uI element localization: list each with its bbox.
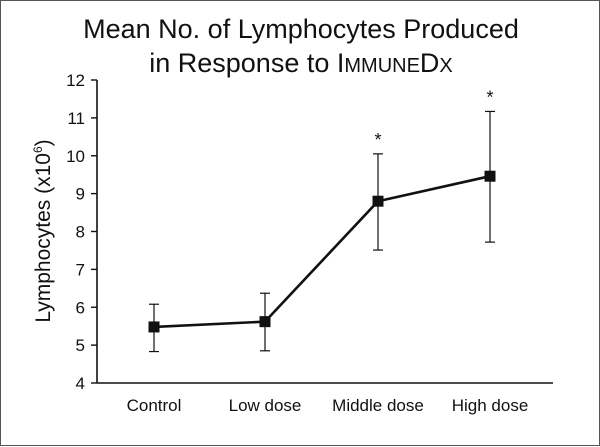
y-tick-label: 8	[76, 223, 85, 242]
data-point-marker	[372, 195, 384, 207]
data-point-marker	[484, 170, 496, 182]
significance-group: **	[374, 87, 493, 149]
y-tick-label: 9	[76, 185, 85, 204]
chart-title-line1: Mean No. of Lymphocytes Produced	[83, 14, 519, 44]
data-point-marker	[148, 321, 160, 333]
y-tick-label: 10	[66, 147, 85, 166]
chart-title-brand-i: I	[337, 48, 345, 78]
chart-title-prefix: in Response to	[149, 48, 337, 78]
chart-title-brand-d: D	[420, 48, 440, 78]
y-axis-label-close: )	[32, 139, 55, 146]
y-tick-label: 7	[76, 260, 85, 279]
y-axis-label-text: Lymphocytes (x10	[32, 153, 55, 323]
y-tick-label: 12	[66, 71, 85, 90]
significance-marker: *	[374, 130, 381, 150]
x-category-label: Control	[127, 396, 182, 415]
chart-title-line2: in Response to IMMUNEDX	[149, 48, 453, 78]
data-point-marker	[259, 316, 271, 328]
series-line	[153, 174, 491, 329]
y-tick-label: 5	[76, 336, 85, 355]
y-axis-label-superscript: 6	[31, 146, 45, 153]
chart-title-brand-x: X	[439, 55, 452, 77]
x-category-label: Middle dose	[332, 396, 424, 415]
y-axis-label: Lymphocytes (x106)	[31, 139, 55, 322]
chart-title-brand-mid: MMUNE	[344, 55, 420, 77]
y-tick-label: 4	[76, 374, 85, 393]
markers-group	[148, 170, 496, 333]
y-tick-label: 11	[67, 109, 85, 128]
y-tick-label: 6	[76, 298, 85, 317]
y-ticks-group: 4 5 6 7 8 9 10 11 12	[66, 71, 97, 393]
x-category-label: High dose	[452, 396, 529, 415]
significance-marker: *	[486, 87, 493, 107]
x-category-label: Low dose	[229, 396, 302, 415]
x-ticks-group: Control Low dose Middle dose High dose	[127, 396, 529, 415]
error-bars-group	[149, 110, 495, 353]
